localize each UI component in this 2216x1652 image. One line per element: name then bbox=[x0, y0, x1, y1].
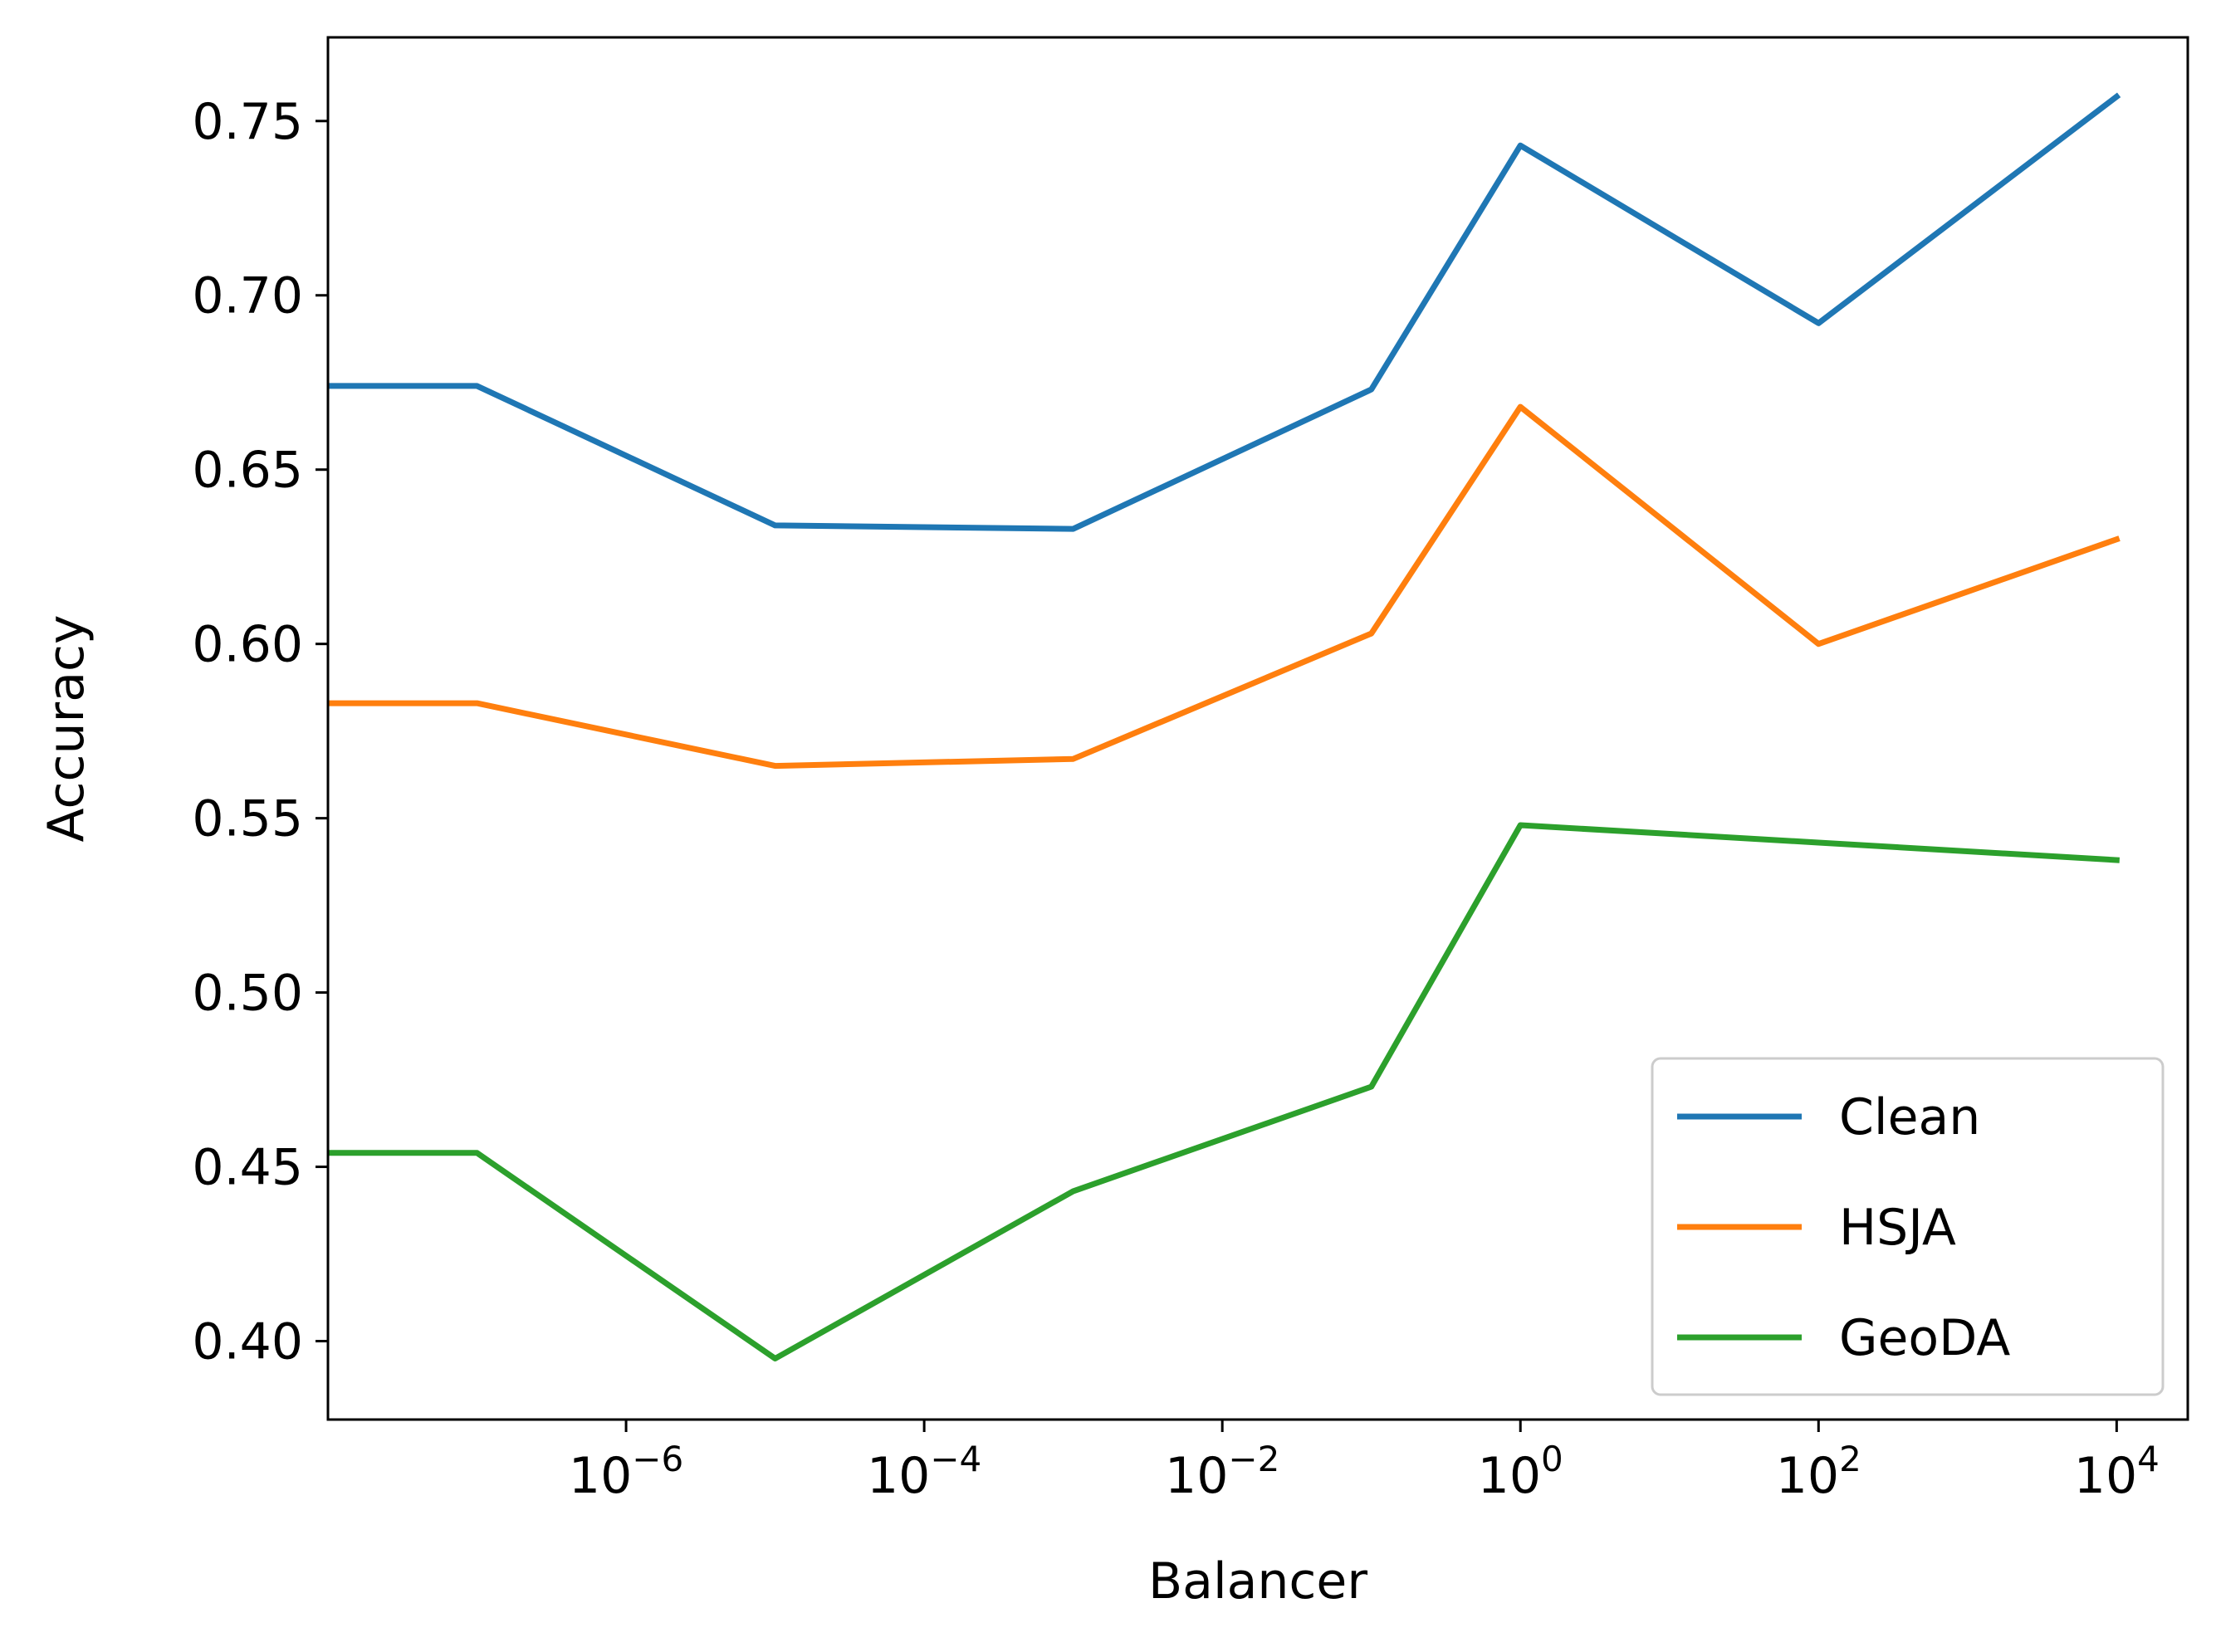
legend: Clean HSJA GeoDA bbox=[1651, 1057, 2165, 1396]
y-tick-label: 0.75 bbox=[192, 93, 303, 151]
x-tick-label: 104 bbox=[2074, 1439, 2160, 1505]
x-tick-label: 102 bbox=[1776, 1439, 1861, 1505]
y-tick-label: 0.50 bbox=[192, 965, 303, 1023]
y-tick-label: 0.60 bbox=[192, 616, 303, 674]
legend-label-clean: Clean bbox=[1839, 1088, 1980, 1146]
y-tick-label: 0.45 bbox=[192, 1139, 303, 1197]
y-tick-label: 0.65 bbox=[192, 442, 303, 500]
y-axis: 0.40 0.45 0.50 0.55 0.60 0.65 0.70 0.75 bbox=[192, 93, 328, 1371]
series-line-hsja bbox=[328, 403, 2121, 770]
x-axis-label: Balancer bbox=[1148, 1552, 1367, 1610]
legend-frame bbox=[1651, 1057, 2165, 1396]
legend-label-hsja: HSJA bbox=[1839, 1199, 1956, 1257]
y-tick-label: 0.40 bbox=[192, 1313, 303, 1371]
x-tick-label: 10−4 bbox=[867, 1439, 981, 1505]
series-line-geoda bbox=[328, 822, 2120, 1361]
x-tick-label: 10−2 bbox=[1165, 1439, 1279, 1505]
series-layer bbox=[328, 92, 2121, 1361]
x-tick-label: 10−6 bbox=[569, 1439, 683, 1505]
plot-area-frame bbox=[326, 36, 2189, 1421]
y-tick-label: 0.55 bbox=[192, 790, 303, 848]
series-line-clean bbox=[328, 92, 2121, 532]
x-tick-label: 100 bbox=[1478, 1439, 1563, 1505]
y-axis-label: Accuracy bbox=[37, 615, 95, 843]
y-tick-label: 0.70 bbox=[192, 267, 303, 325]
x-axis: 10−6 10−4 10−2 100 102 104 bbox=[569, 1420, 2160, 1505]
legend-label-geoda: GeoDA bbox=[1839, 1309, 2010, 1367]
